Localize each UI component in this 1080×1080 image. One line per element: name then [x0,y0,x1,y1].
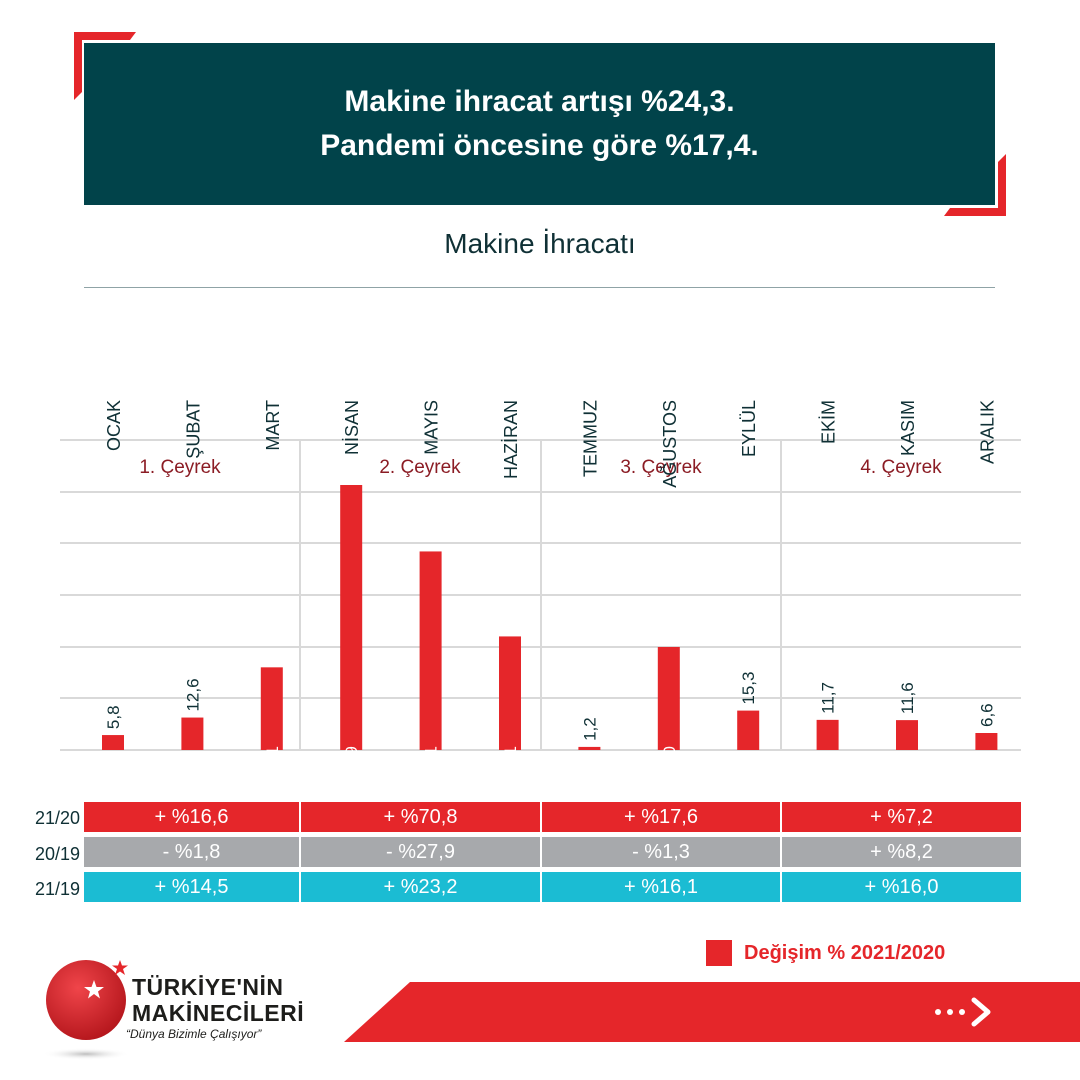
logo-emblem [42,960,130,1060]
month-label: KASIM [898,400,918,456]
arrow-right-dots-icon[interactable] [930,992,1000,1032]
cell-2119-q2: + %23,2 [301,872,540,902]
row-label-2019: 20/19 [34,844,80,864]
row-label-2119: 21/19 [34,879,80,899]
corner-accent-top-left [74,32,136,100]
bar-value-label: 1,2 [580,717,599,741]
bar-value-label: 40,0 [660,746,679,779]
brand-name-line-2: MAKİNECİLERİ [132,1000,305,1026]
cell-2120-q2: + %70,8 [301,802,540,832]
cell-2119-q1: + %14,5 [84,872,299,902]
month-label: ARALIK [977,400,997,464]
month-label: MART [263,400,283,451]
legend-label: Değişim % 2021/2020 [744,941,946,964]
bar-value-label: 6,6 [977,703,996,727]
bar [260,667,283,750]
corner-accent-bottom-right [944,154,1006,216]
quarter-label: 4. Çeyrek [860,457,942,478]
bar [657,646,680,750]
quarter-label: 3. Çeyrek [620,457,702,478]
cell-2119-q4: + %16,0 [782,872,1021,902]
bar-value-label: 77,1 [422,746,441,779]
bar [340,485,363,750]
cell-2120-q3: + %17,6 [542,802,780,832]
cell-2019-q2: - %27,9 [301,837,540,867]
cell-2019-q3: - %1,3 [542,837,780,867]
header-line-2: Pandemi öncesine göre %17,4. [320,129,759,162]
month-label: ŞUBAT [183,400,203,459]
cell-2120-q4: + %7,2 [782,802,1021,832]
bar-value-label: 44,1 [501,746,520,779]
legend: Değişim % 2021/2020 [706,940,945,966]
bar [896,720,918,750]
cell-2019-q1: - %1,8 [84,837,299,867]
month-label: EYLÜL [739,400,759,457]
cell-2119-q3: + %16,1 [542,872,780,902]
bar [816,719,839,750]
bar-value-label: 32,1 [263,746,282,779]
month-label: TEMMUZ [580,400,600,477]
month-label: AĞUSTOS [659,400,680,488]
bar-value-label: 15,3 [739,672,758,705]
bar [499,636,521,750]
title-divider [84,287,995,288]
legend-swatch [706,940,732,966]
bar-chart: 1. Çeyrek 2. Çeyrek 3. Çeyrek 4. Çeyrek OCAK… [60,399,1021,789]
brand-name-line-1: TÜRKİYE'NİN [132,974,284,1000]
cell-2120-q1: + %16,6 [84,802,299,832]
month-label: EKİM [819,400,839,444]
bar [737,710,760,750]
header-banner: Makine ihracat artışı %24,3. Pandemi önc… [84,43,995,205]
cell-2019-q4: + %8,2 [782,837,1021,867]
bar [419,551,442,750]
bar [181,717,204,750]
month-label: MAYIS [422,400,442,455]
header-line-1: Makine ihracat artışı %24,3. [344,85,735,118]
bar [578,746,601,750]
bar [102,735,124,750]
bar-value-label: 12,6 [183,678,202,711]
bar [975,733,998,750]
quarter-label: 2. Çeyrek [379,457,461,478]
bar-value-label: 11,6 [898,682,917,714]
chart-title: Makine İhracatı [444,228,636,259]
month-label: NİSAN [342,400,362,455]
brand-slogan: “Dünya Bizimle Çalışıyor” [126,1027,262,1041]
bar-value-label: 5,8 [104,705,123,729]
month-label: OCAK [104,400,124,451]
bar-value-label: 11,7 [819,682,838,714]
bar-value-label: 102,9 [342,746,361,789]
quarter-label: 1. Çeyrek [139,457,221,478]
row-label-2120: 21/20 [34,808,80,828]
month-label: HAZİRAN [501,400,521,479]
